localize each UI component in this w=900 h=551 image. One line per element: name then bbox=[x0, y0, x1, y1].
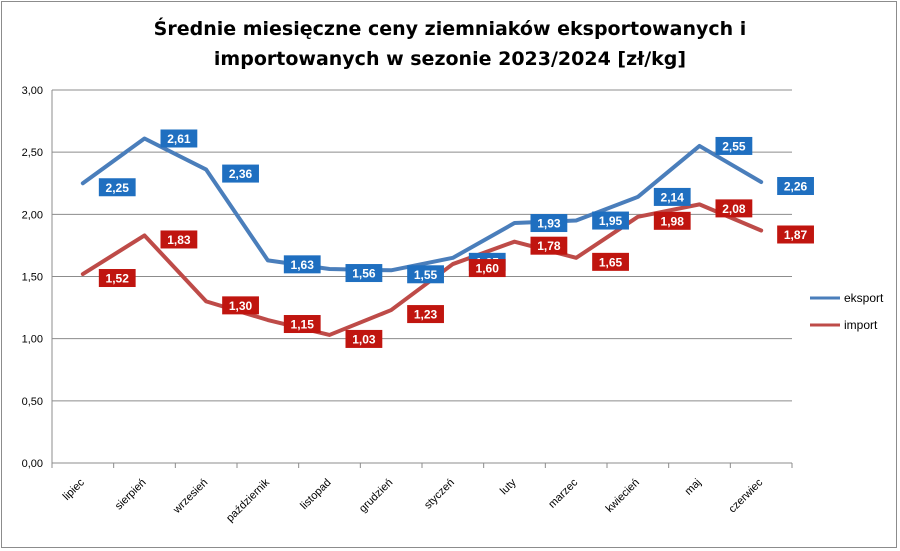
data-label-text: 2,14 bbox=[661, 190, 685, 204]
data-label-import: 1,15 bbox=[283, 315, 321, 334]
data-label-text: 1,15 bbox=[291, 318, 315, 332]
data-label-text: 2,26 bbox=[784, 180, 808, 194]
x-tick-label: maj bbox=[683, 477, 704, 498]
data-label-box bbox=[592, 252, 629, 271]
x-tick-label: listopad bbox=[298, 477, 333, 512]
series-line-eksport bbox=[80, 136, 764, 273]
y-tick-label: 2,00 bbox=[22, 209, 43, 221]
data-label-text: 2,25 bbox=[106, 181, 130, 195]
data-label-text: 1,52 bbox=[106, 272, 130, 286]
data-label-import: 1,30 bbox=[222, 296, 259, 315]
data-label-import: 1,87 bbox=[777, 225, 814, 244]
x-tick-label: październik bbox=[224, 476, 272, 524]
data-label-box bbox=[283, 315, 321, 334]
chart-title-line-2: importowanych w sezonie 2023/2024 [zł/kg… bbox=[213, 48, 687, 70]
data-label-box bbox=[160, 129, 198, 148]
data-label-text: 1,56 bbox=[352, 267, 376, 281]
data-label-import: 1,65 bbox=[592, 252, 629, 271]
x-tick-label: grudzień bbox=[357, 477, 395, 515]
data-label-text: 1,98 bbox=[661, 214, 685, 228]
data-label-box bbox=[98, 269, 136, 288]
x-tick-label: marzec bbox=[546, 476, 580, 510]
data-label-eksport: 2,26 bbox=[777, 177, 814, 196]
data-label-text: 2,55 bbox=[722, 139, 746, 153]
chart-title: Średnie miesięczne ceny ziemniaków ekspo… bbox=[0, 14, 900, 74]
data-label-text: 1,78 bbox=[537, 239, 561, 253]
y-tick-label: 3,00 bbox=[22, 85, 43, 97]
data-label-text: 2,08 bbox=[722, 202, 746, 216]
data-label-eksport: 1,56 bbox=[345, 264, 383, 283]
data-label-import: 1,23 bbox=[407, 305, 444, 324]
x-tick-label: kwiecień bbox=[604, 477, 642, 515]
x-tick-label: styczeń bbox=[422, 477, 457, 512]
data-label-box bbox=[715, 136, 753, 155]
data-label-box bbox=[592, 211, 629, 230]
data-label-eksport: 2,61 bbox=[160, 129, 198, 148]
data-label-text: 2,61 bbox=[167, 132, 191, 146]
data-label-box bbox=[468, 259, 506, 278]
data-label-import: 1,98 bbox=[653, 211, 691, 230]
data-label-eksport: 2,25 bbox=[98, 178, 136, 197]
data-label-import: 1,03 bbox=[345, 329, 383, 348]
data-label-eksport: 2,14 bbox=[653, 187, 691, 206]
data-label-text: 1,65 bbox=[599, 255, 623, 269]
data-label-box bbox=[653, 187, 691, 206]
data-label-eksport: 2,36 bbox=[222, 164, 259, 183]
y-tick-label: 0,50 bbox=[22, 396, 43, 408]
data-label-box bbox=[222, 164, 259, 183]
data-label-text: 1,87 bbox=[784, 228, 808, 242]
data-label-text: 1,95 bbox=[599, 214, 623, 228]
data-label-text: 1,55 bbox=[414, 268, 438, 282]
data-label-text: 1,83 bbox=[167, 233, 191, 247]
data-label-eksport: 1,55 bbox=[407, 265, 444, 284]
data-label-import: 1,78 bbox=[530, 236, 568, 255]
data-label-text: 1,93 bbox=[537, 217, 561, 231]
data-label-import: 1,83 bbox=[160, 230, 198, 249]
y-tick-label: 2,50 bbox=[22, 147, 43, 159]
x-tick-label: wrzesień bbox=[170, 477, 210, 517]
data-label-text: 2,36 bbox=[229, 167, 253, 181]
data-label-box bbox=[345, 264, 383, 283]
data-label-eksport: 1,95 bbox=[592, 211, 629, 230]
x-tick-label: sierpień bbox=[113, 477, 149, 513]
data-label-box bbox=[777, 177, 814, 196]
data-label-eksport: 2,55 bbox=[715, 136, 753, 155]
data-label-eksport: 1,63 bbox=[283, 255, 321, 274]
data-label-import: 1,60 bbox=[468, 259, 506, 278]
data-label-import: 1,52 bbox=[98, 269, 136, 288]
x-tick-label: luty bbox=[498, 476, 519, 497]
data-label-box bbox=[777, 225, 814, 244]
data-label-text: 1,23 bbox=[414, 308, 438, 322]
data-label-text: 1,03 bbox=[352, 332, 376, 346]
data-label-box bbox=[283, 255, 321, 274]
y-tick-label: 1,00 bbox=[22, 334, 43, 346]
data-label-box bbox=[407, 265, 444, 284]
data-label-box bbox=[345, 329, 383, 348]
data-label-box bbox=[530, 214, 568, 233]
data-label-import: 2,08 bbox=[715, 199, 753, 218]
chart-title-line-1: Średnie miesięczne ceny ziemniaków ekspo… bbox=[153, 18, 747, 40]
data-label-text: 1,30 bbox=[229, 299, 253, 313]
data-label-text: 1,63 bbox=[291, 258, 315, 272]
y-tick-label: 1,50 bbox=[22, 272, 43, 284]
data-label-box bbox=[160, 230, 198, 249]
x-tick-label: czerwiec bbox=[727, 476, 766, 515]
data-label-box bbox=[222, 296, 259, 315]
data-label-box bbox=[530, 236, 568, 255]
data-label-box bbox=[98, 178, 136, 197]
legend-label-eksport: eksport bbox=[844, 291, 884, 305]
x-tick-label: lipiec bbox=[61, 476, 88, 503]
data-label-eksport: 1,93 bbox=[530, 214, 568, 233]
legend-label-import: import bbox=[844, 318, 878, 332]
data-label-box bbox=[653, 211, 691, 230]
data-label-text: 1,60 bbox=[476, 262, 500, 276]
data-label-box bbox=[715, 199, 753, 218]
y-tick-label: 0,00 bbox=[22, 458, 43, 470]
data-label-box bbox=[407, 305, 444, 324]
series-line-import bbox=[80, 202, 764, 337]
